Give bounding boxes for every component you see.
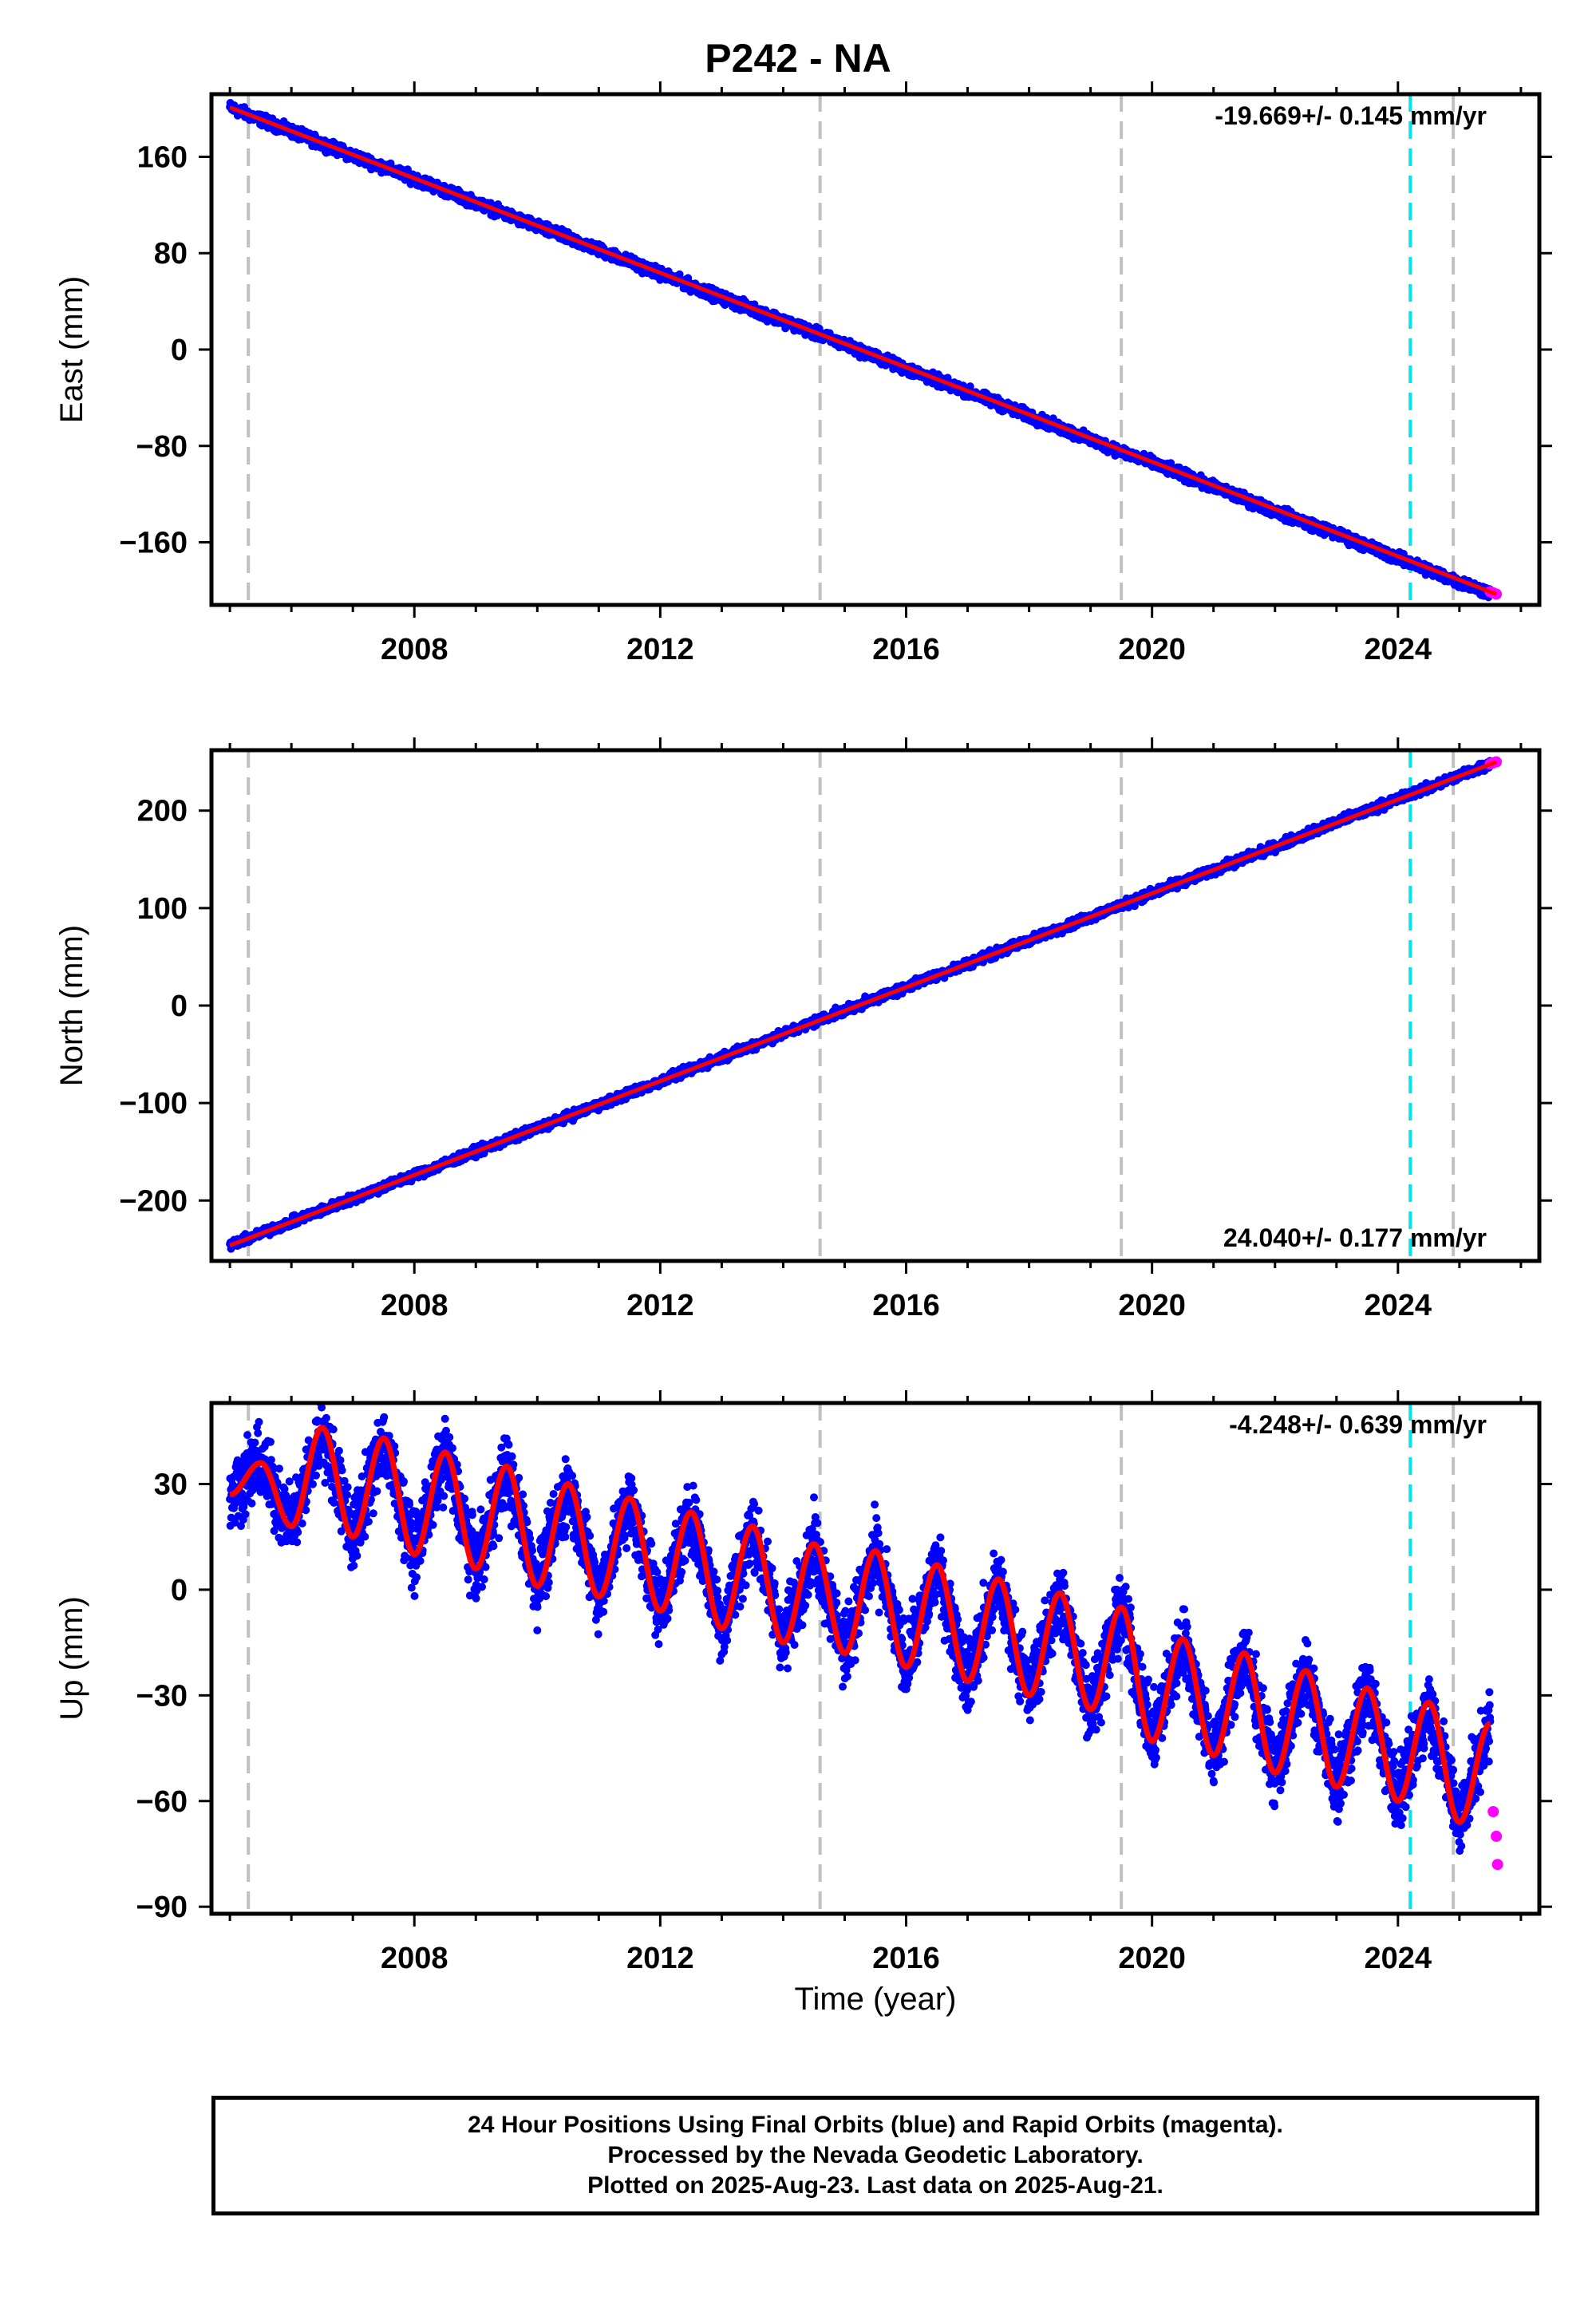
up-panel: 2008 2012 2016 2020 2024 −90 −60 −30 0 30 Up (mm) -… xyxy=(54,1390,1552,1975)
footer-line-2: Processed by the Nevada Geodetic Laborat… xyxy=(607,2142,1144,2168)
rate-label: 24.040+/- 0.177 mm/yr xyxy=(1223,1223,1487,1252)
east-plot-area xyxy=(226,94,1503,605)
y-tick-label: −60 xyxy=(136,1785,188,1819)
y-tick-label: −80 xyxy=(136,430,188,464)
x-tick-label: 2020 xyxy=(1118,1289,1186,1322)
x-tick-label: 2020 xyxy=(1118,633,1186,666)
x-tick-label: 2008 xyxy=(381,633,448,666)
rapid-orbit-point xyxy=(1487,1806,1499,1817)
y-tick-label: −200 xyxy=(119,1184,188,1218)
rate-label: -19.669+/- 0.145 mm/yr xyxy=(1215,101,1487,130)
y-axis-label: Up (mm) xyxy=(54,1596,89,1721)
y-tick-label: 80 xyxy=(154,237,188,271)
x-tick-label: 2024 xyxy=(1365,1289,1432,1322)
x-tick-label: 2024 xyxy=(1365,633,1432,666)
final-orbits-dots xyxy=(226,1403,1495,1856)
model-fit-line xyxy=(229,760,1497,1247)
x-tick-label: 2020 xyxy=(1118,1942,1186,1975)
footer-line-3: Plotted on 2025-Aug-23. Last data on 202… xyxy=(587,2172,1163,2199)
up-plot-area xyxy=(226,1403,1503,1914)
y-axis-label: North (mm) xyxy=(54,925,89,1086)
y-tick-label: 160 xyxy=(137,140,188,174)
y-tick-label: 0 xyxy=(171,990,188,1023)
y-tick-label: −160 xyxy=(119,527,188,560)
footer-box: 24 Hour Positions Using Final Orbits (bl… xyxy=(211,2096,1539,2215)
x-axis-label: Time (year) xyxy=(795,1982,957,2017)
rate-label: -4.248+/- 0.639 mm/yr xyxy=(1229,1410,1487,1439)
north-plot-area xyxy=(226,750,1503,1261)
y-axis-label: East (mm) xyxy=(54,276,89,423)
north-panel: 2008 2012 2016 2020 2024 −200 −100 0 100 200 North… xyxy=(54,737,1552,1322)
y-tick-label: 0 xyxy=(171,334,188,367)
final-orbits-points xyxy=(226,1403,1495,1856)
x-tick-label: 2016 xyxy=(872,1289,940,1322)
y-tick-label: 200 xyxy=(137,795,188,828)
up-frame xyxy=(209,1401,1542,1916)
model-fit-line xyxy=(229,105,1497,596)
x-tick-label: 2008 xyxy=(381,1942,448,1975)
y-tick-label: 30 xyxy=(154,1468,188,1502)
x-tick-label: 2012 xyxy=(626,633,694,666)
x-tick-label: 2012 xyxy=(626,1942,694,1975)
rapid-orbit-point xyxy=(1491,1859,1503,1871)
x-tick-label: 2012 xyxy=(626,1289,694,1322)
y-tick-label: −30 xyxy=(136,1679,188,1713)
y-tick-label: 100 xyxy=(137,892,188,926)
x-tick-label: 2016 xyxy=(872,633,940,666)
east-panel: 2008 2012 2016 2020 2024 −160 −80 0 80 160 East (m… xyxy=(54,81,1552,666)
x-tick-label: 2008 xyxy=(381,1289,448,1322)
plot-title: P242 - NA xyxy=(705,36,891,81)
rapid-orbit-point xyxy=(1491,1830,1503,1842)
x-tick-label: 2016 xyxy=(872,1942,940,1975)
x-tick-label: 2024 xyxy=(1365,1942,1432,1975)
model-fit-line xyxy=(229,1425,1491,1825)
y-tick-label: −90 xyxy=(136,1891,188,1924)
footer-line-1: 24 Hour Positions Using Final Orbits (bl… xyxy=(468,2112,1283,2138)
y-tick-label: 0 xyxy=(171,1574,188,1607)
y-tick-label: −100 xyxy=(119,1087,188,1120)
